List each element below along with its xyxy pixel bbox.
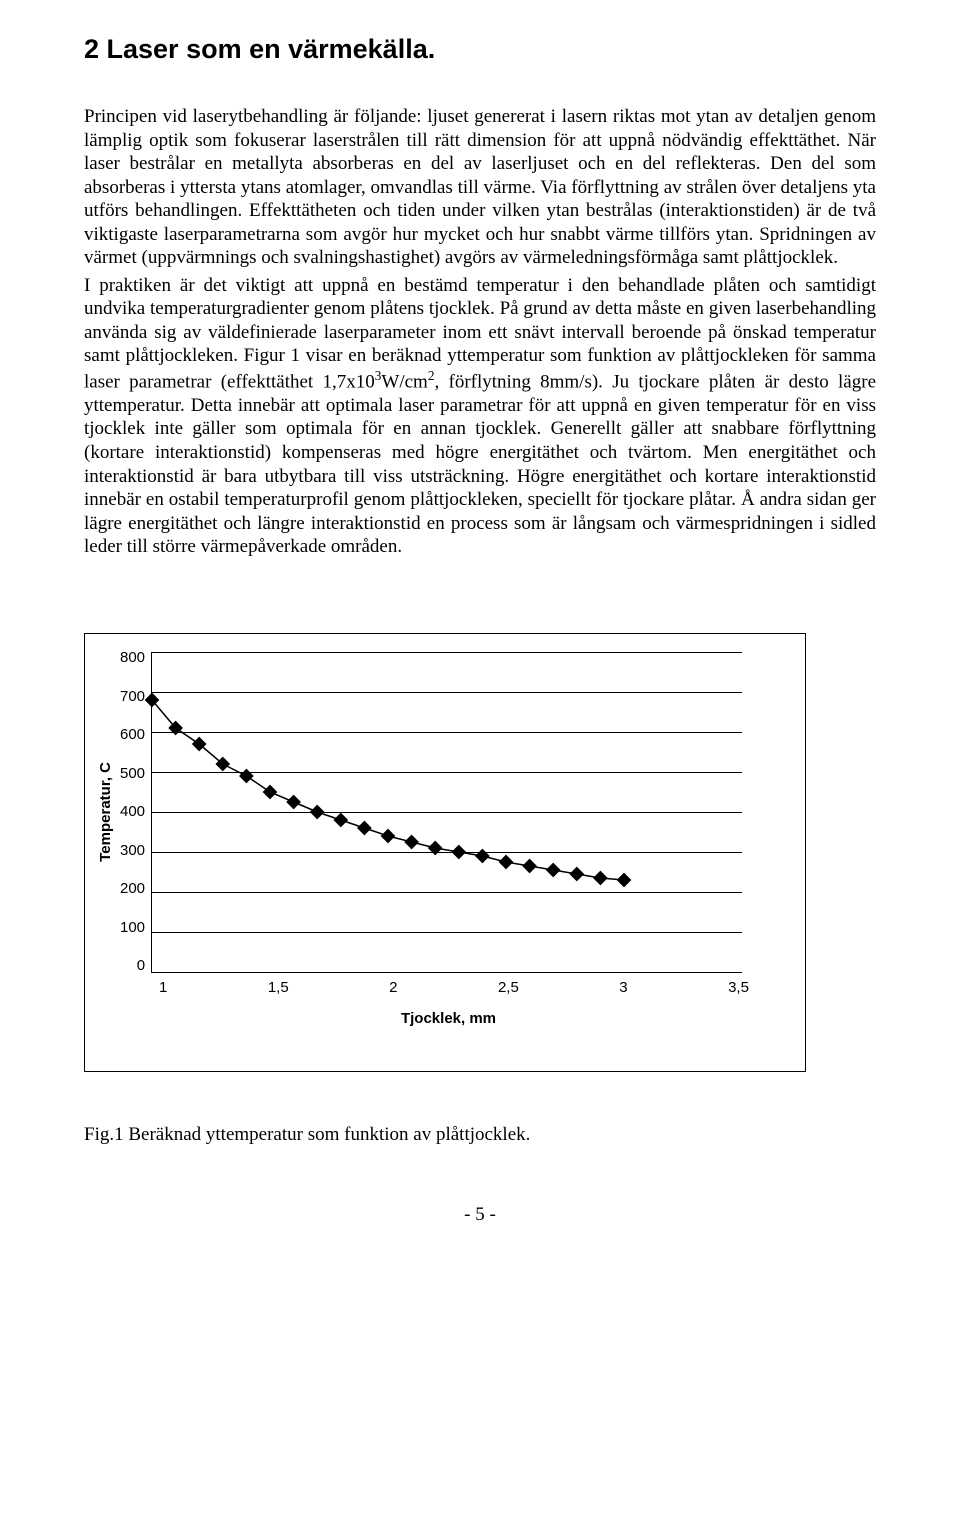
section-title: 2 Laser som en värmekälla. — [84, 34, 876, 65]
series-marker — [333, 812, 348, 827]
series-marker — [499, 854, 514, 869]
series-marker — [522, 858, 537, 873]
series-marker — [357, 820, 372, 835]
gridline — [152, 812, 742, 813]
ytick-label: 700 — [120, 691, 145, 703]
gridline — [152, 932, 742, 933]
gridline — [152, 652, 742, 653]
chart-xlabel: Tjocklek, mm — [97, 1010, 800, 1027]
p2-post: , förflytning 8mm/s). Ju tjockare plåten… — [84, 371, 876, 557]
chart-xticks: 1 1,5 2 2,5 3 3,5 — [159, 979, 749, 996]
xtick-label: 3 — [619, 979, 627, 996]
figure-caption: Fig.1 Beräknad yttemperatur som funktion… — [84, 1124, 876, 1146]
chart-plot-area — [151, 652, 742, 973]
body-paragraph-1: Principen vid laserytbehandling är följa… — [84, 105, 876, 270]
ytick-label: 400 — [120, 806, 145, 818]
chart-yticks: 800 700 600 500 400 300 200 100 0 — [120, 652, 145, 972]
series-marker — [286, 794, 301, 809]
xtick-label: 1,5 — [268, 979, 289, 996]
ytick-label: 300 — [120, 845, 145, 857]
chart-ylabel: Temperatur, C — [97, 762, 114, 862]
series-marker — [263, 784, 278, 799]
xtick-label: 3,5 — [728, 979, 749, 996]
page: 2 Laser som en värmekälla. Principen vid… — [0, 0, 960, 1528]
series-marker — [546, 862, 561, 877]
ytick-label: 200 — [120, 883, 145, 895]
series-marker — [617, 872, 632, 887]
series-line — [152, 700, 624, 880]
p2-mid: W/cm — [381, 371, 427, 392]
gridline — [152, 692, 742, 693]
gridline — [152, 892, 742, 893]
page-number: - 5 - — [84, 1204, 876, 1226]
gridline — [152, 852, 742, 853]
series-marker — [239, 768, 254, 783]
series-marker — [569, 866, 584, 881]
ytick-label: 500 — [120, 768, 145, 780]
ytick-label: 0 — [137, 960, 145, 972]
gridline — [152, 732, 742, 733]
xtick-label: 2 — [389, 979, 397, 996]
series-marker — [475, 848, 490, 863]
series-marker — [593, 870, 608, 885]
figure-1-chart: Temperatur, C 8007006005004003002001000 … — [84, 633, 806, 1072]
ytick-label: 800 — [120, 652, 145, 664]
xtick-label: 2,5 — [498, 979, 519, 996]
body-paragraph-2: I praktiken är det viktigt att uppnå en … — [84, 274, 876, 559]
series-marker — [381, 828, 396, 843]
xtick-label: 1 — [159, 979, 167, 996]
series-marker — [428, 840, 443, 855]
ytick-label: 100 — [120, 922, 145, 934]
series-marker — [404, 834, 419, 849]
ytick-label: 600 — [120, 729, 145, 741]
gridline — [152, 772, 742, 773]
